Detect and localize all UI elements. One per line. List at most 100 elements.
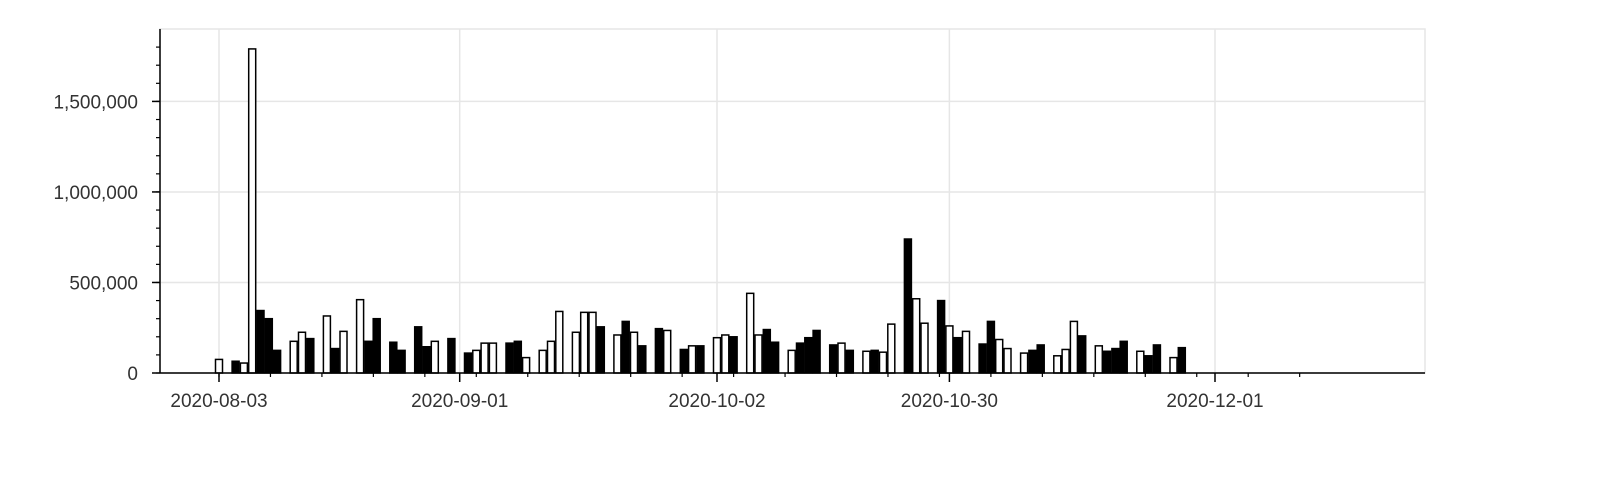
bar bbox=[397, 349, 406, 374]
bar bbox=[330, 347, 340, 374]
bar bbox=[911, 298, 921, 374]
bar bbox=[1019, 352, 1029, 374]
bar bbox=[729, 336, 738, 374]
bar bbox=[430, 340, 440, 374]
bar bbox=[936, 299, 946, 374]
bar bbox=[521, 356, 531, 374]
bar bbox=[272, 349, 282, 374]
bar bbox=[322, 315, 332, 374]
bar bbox=[687, 345, 697, 374]
bar bbox=[961, 330, 971, 374]
bar bbox=[1144, 355, 1153, 374]
bar bbox=[339, 330, 348, 374]
bar bbox=[214, 358, 224, 374]
bar bbox=[546, 340, 556, 374]
bar bbox=[538, 349, 547, 374]
bar bbox=[447, 337, 456, 374]
tick-labels: 0 500,000 1,000,000 1,500,000 2020-08-03 2020… bbox=[53, 92, 1263, 412]
bar bbox=[1061, 348, 1070, 374]
bar bbox=[1169, 356, 1178, 374]
bar bbox=[231, 360, 240, 374]
bar bbox=[721, 334, 730, 374]
bar bbox=[638, 345, 647, 374]
bar bbox=[828, 344, 838, 374]
bar bbox=[513, 340, 523, 374]
bar bbox=[588, 311, 597, 374]
bar bbox=[812, 329, 821, 374]
bar bbox=[745, 292, 755, 374]
bar bbox=[355, 298, 365, 374]
bar bbox=[1077, 335, 1087, 374]
bar bbox=[1003, 347, 1012, 374]
bar bbox=[505, 342, 514, 374]
bar bbox=[480, 342, 489, 374]
x-tick-label: 2020-12-01 bbox=[1166, 391, 1263, 412]
bar bbox=[903, 238, 913, 374]
y-tick-label: 500,000 bbox=[69, 273, 138, 294]
bar bbox=[920, 322, 929, 374]
bar bbox=[787, 349, 796, 374]
bar bbox=[837, 342, 846, 374]
bar bbox=[953, 336, 962, 374]
bar bbox=[1069, 320, 1079, 374]
bar bbox=[364, 340, 373, 374]
bar bbox=[1119, 340, 1128, 374]
bar bbox=[422, 345, 431, 374]
bar bbox=[978, 343, 987, 374]
bar bbox=[878, 351, 888, 374]
bar bbox=[629, 331, 639, 374]
bar bbox=[804, 336, 813, 374]
bar bbox=[1152, 344, 1162, 374]
bar bbox=[696, 345, 705, 374]
bar bbox=[1136, 350, 1145, 374]
bar bbox=[662, 329, 672, 374]
bar bbox=[306, 337, 315, 374]
bar bbox=[1036, 344, 1045, 374]
bar bbox=[986, 320, 996, 374]
bar bbox=[679, 348, 689, 374]
x-tick-label: 2020-10-30 bbox=[901, 391, 998, 412]
x-tick-label: 2020-10-02 bbox=[668, 391, 765, 412]
bar bbox=[472, 349, 481, 374]
bar bbox=[555, 310, 564, 374]
bar bbox=[862, 350, 871, 374]
bar bbox=[463, 352, 473, 374]
bars bbox=[214, 48, 1187, 374]
bar bbox=[621, 320, 630, 374]
bar bbox=[870, 349, 879, 374]
bar bbox=[1028, 349, 1037, 374]
x-tick-label: 2020-09-01 bbox=[411, 391, 508, 412]
y-tick-label: 1,000,000 bbox=[53, 183, 138, 204]
bar bbox=[762, 328, 772, 374]
bar bbox=[654, 327, 664, 374]
bar bbox=[994, 338, 1004, 374]
bar bbox=[239, 362, 249, 374]
bar bbox=[795, 342, 805, 374]
bar bbox=[297, 331, 307, 374]
bar bbox=[1053, 355, 1062, 374]
bar bbox=[264, 317, 274, 374]
bar bbox=[945, 325, 954, 374]
bar bbox=[579, 311, 589, 374]
bar bbox=[1177, 346, 1187, 374]
bar bbox=[372, 317, 381, 374]
bar bbox=[613, 334, 622, 374]
y-tick-label: 0 bbox=[127, 364, 138, 385]
bar bbox=[247, 48, 257, 374]
bar bbox=[413, 326, 423, 374]
bar bbox=[887, 323, 896, 374]
bar bbox=[1102, 350, 1112, 374]
bar bbox=[389, 341, 398, 374]
x-tick-label: 2020-08-03 bbox=[170, 391, 267, 412]
bar bbox=[1111, 347, 1120, 374]
bar bbox=[770, 341, 780, 374]
grid bbox=[159, 28, 1426, 374]
bar bbox=[1094, 345, 1104, 374]
bar bbox=[256, 309, 265, 374]
y-tick-label: 1,500,000 bbox=[53, 92, 138, 113]
axes bbox=[152, 29, 1425, 382]
bar bbox=[712, 336, 722, 374]
bar bbox=[845, 349, 855, 374]
